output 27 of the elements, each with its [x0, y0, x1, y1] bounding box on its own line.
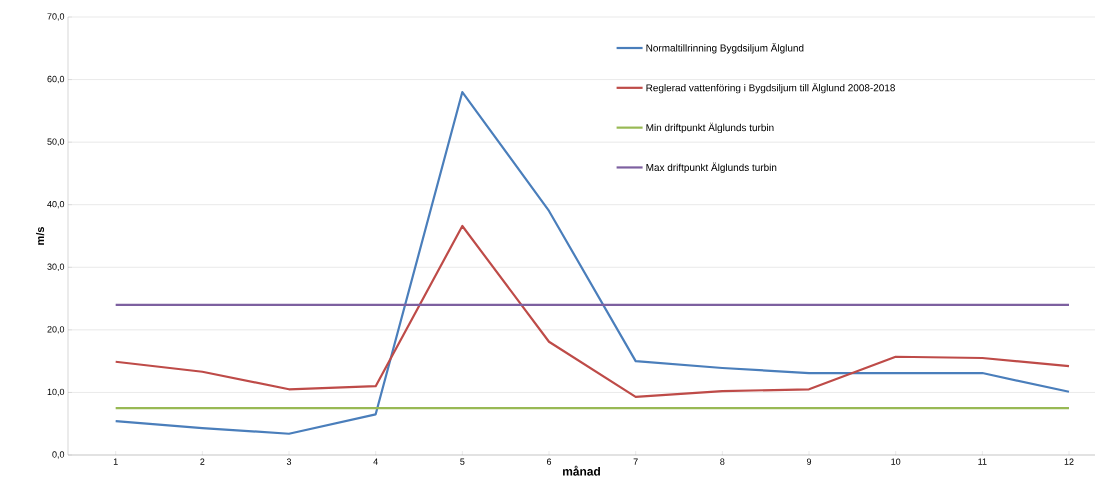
legend-label: Reglerad vattenföring i Bygdsiljum till Älglund 2008-2018 [646, 82, 895, 94]
y-tick-label: 70,0 [47, 13, 65, 21]
x-tick-label: 10 [891, 458, 901, 465]
x-tick-label: 2 [200, 458, 205, 465]
x-tick-label: 8 [720, 458, 725, 465]
x-tick-label: 5 [460, 458, 465, 465]
y-tick-label: 50,0 [47, 138, 65, 146]
legend-label: Max driftpunkt Älglunds turbin [646, 162, 777, 173]
y-tick-label: 60,0 [47, 75, 65, 84]
y-axis-title: m/s [36, 227, 45, 245]
x-tick-label: 11 [978, 458, 987, 465]
x-axis-title: månad [563, 465, 600, 476]
x-tick-label: 6 [546, 458, 552, 465]
x-tick-label: 12 [1064, 458, 1074, 465]
x-tick-label: 3 [286, 458, 292, 465]
legend-label: Normaltillrinning Bygdsiljum Älglund [646, 43, 804, 54]
y-tick-label: 30,0 [47, 263, 65, 271]
x-tick-label: 7 [633, 458, 638, 465]
y-tick-label: 0,0 [52, 451, 65, 459]
y-tick-label: 20,0 [47, 326, 65, 334]
x-tick-label: 4 [373, 458, 378, 465]
y-tick-label: 10,0 [47, 388, 65, 397]
x-tick-label: 1 [113, 458, 118, 465]
x-tick-label: 9 [806, 458, 812, 465]
legend-label: Min driftpunkt Älglunds turbin [646, 122, 774, 134]
line-series [114, 224, 1071, 398]
y-tick-label: 40,0 [47, 201, 65, 209]
